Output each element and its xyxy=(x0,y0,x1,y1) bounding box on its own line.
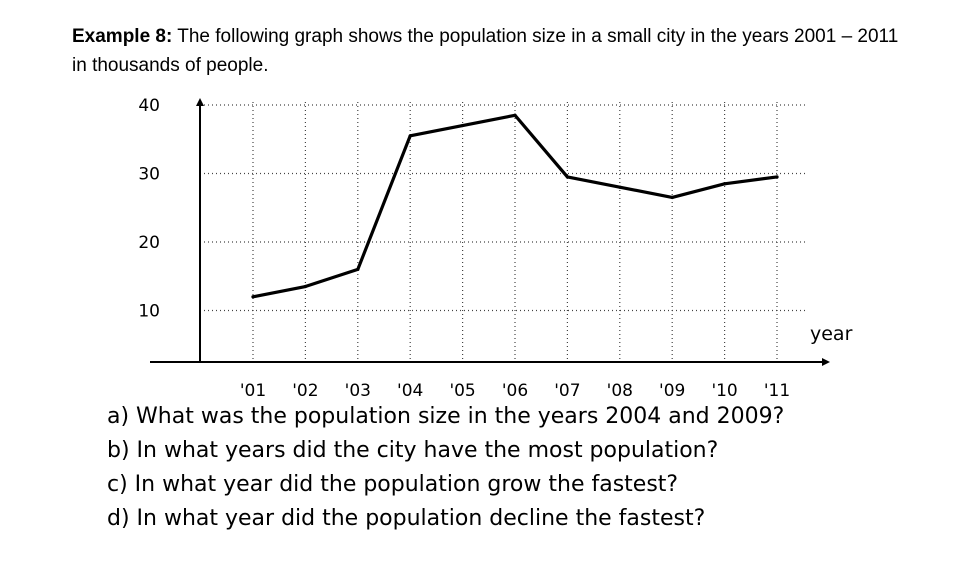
questions-list: a) What was the population size in the y… xyxy=(107,400,947,536)
x-tick-label-2011: '11 xyxy=(764,381,790,401)
y-tick-label-30: 30 xyxy=(138,165,160,185)
x-tick-label-2006: '06 xyxy=(502,381,528,401)
x-tick-label-2007: '07 xyxy=(554,381,580,401)
question-c: c) In what year did the population grow … xyxy=(107,468,947,502)
data-point-2001 xyxy=(251,295,254,298)
data-point-2007 xyxy=(566,175,569,178)
x-tick-label-2002: '02 xyxy=(292,381,318,401)
x-tick-label-2004: '04 xyxy=(397,381,423,401)
x-tick-label-2010: '10 xyxy=(711,381,737,401)
x-tick-label-2005: '05 xyxy=(449,381,475,401)
x-tick-label-2003: '03 xyxy=(345,381,371,401)
question-d: d) In what year did the population decli… xyxy=(107,502,947,536)
question-a: a) What was the population size in the y… xyxy=(107,400,947,434)
data-point-2004 xyxy=(409,134,412,137)
data-point-2002 xyxy=(304,285,307,288)
question-b: b) In what years did the city have the m… xyxy=(107,434,947,468)
chart-axes xyxy=(150,98,830,366)
x-axis-arrow xyxy=(822,358,830,366)
chart-grid xyxy=(200,102,808,362)
x-tick-label-2008: '08 xyxy=(607,381,633,401)
x-tick-labels: '01 '02 '03 '04 '05 '06 '07 '08 '09 '10 '11 xyxy=(240,381,790,401)
y-tick-label-40: 40 xyxy=(138,96,160,116)
data-point-2003 xyxy=(356,268,359,271)
data-point-2009 xyxy=(671,196,674,199)
y-axis-arrow xyxy=(196,98,204,106)
data-point-2011 xyxy=(775,175,778,178)
data-point-2008 xyxy=(618,186,621,189)
data-point-2006 xyxy=(513,114,516,117)
data-point-2010 xyxy=(723,182,726,185)
x-tick-label-2001: '01 xyxy=(240,381,266,401)
y-tick-label-20: 20 xyxy=(138,233,160,253)
y-tick-labels: 10 20 30 40 xyxy=(138,96,160,322)
x-axis-label: year xyxy=(810,323,853,345)
data-point-2005 xyxy=(461,124,464,127)
y-tick-label-10: 10 xyxy=(138,302,160,322)
x-tick-label-2009: '09 xyxy=(659,381,685,401)
